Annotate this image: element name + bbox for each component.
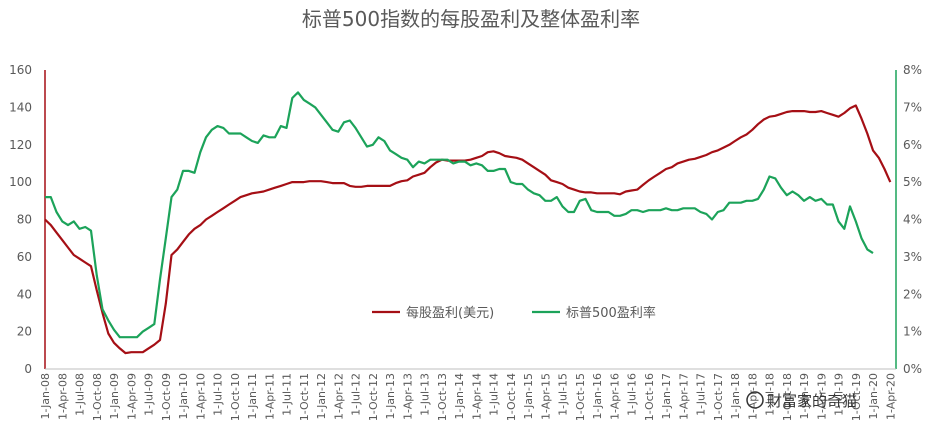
- y2-tick-label: 4%: [903, 213, 922, 227]
- x-tick-label: 1-Apr-09: [125, 373, 138, 420]
- x-tick-label: 1-Apr-16: [608, 373, 621, 420]
- y-tick-label: 0: [24, 362, 32, 376]
- x-tick-label: 1-Oct-13: [436, 373, 449, 421]
- y2-tick-label: 7%: [903, 100, 922, 114]
- x-tick-label: 1-Apr-08: [56, 373, 69, 420]
- y2-tick-label: 0%: [903, 362, 922, 376]
- x-tick-label: 1-Jul-17: [695, 373, 708, 416]
- x-tick-label: 1-Oct-16: [643, 373, 656, 421]
- x-tick-label: 1-Jul-16: [626, 373, 639, 416]
- x-tick-label: 1-Apr-13: [401, 373, 414, 420]
- series-line-2: [45, 91, 874, 339]
- y-tick-label: 100: [9, 175, 32, 189]
- x-tick-label: 1-Jan-19: [798, 373, 811, 420]
- x-tick-label: 1-Oct-18: [781, 373, 794, 421]
- x-tick-label: 1-Oct-14: [505, 373, 518, 421]
- y2-tick-label: 2%: [903, 287, 922, 301]
- x-tick-label: 1-Oct-08: [91, 373, 104, 421]
- x-tick-label: 1-Jul-18: [764, 373, 777, 416]
- x-tick-label: 1-Jul-09: [143, 373, 156, 416]
- chart-title: 标普500指数的每股盈利及整体盈利率: [302, 7, 640, 31]
- axes: 0 20 40 60 80 100 120 140 160 0% 1% 2% 3% 4% 5% 6% 7% 8% 1…: [9, 63, 922, 421]
- x-tick-label: 1-Jan-14: [453, 373, 466, 420]
- x-tick-label: 1-Jan-10: [177, 373, 190, 420]
- y-tick-label: 160: [9, 63, 32, 77]
- watermark-icon: [746, 391, 764, 409]
- watermark-text: 财富家的奇猫: [767, 392, 857, 410]
- x-tick-label: 1-Jul-14: [488, 373, 501, 416]
- x-tick-label: 1-Apr-20: [884, 373, 897, 420]
- x-tick-label: 1-Apr-12: [332, 373, 345, 420]
- legend-label-1: 每股盈利(美元): [406, 305, 494, 321]
- x-tick-label: 1-Oct-09: [160, 373, 173, 421]
- x-tick-label: 1-Oct-12: [367, 373, 380, 421]
- x-tick-label: 1-Apr-14: [470, 373, 483, 420]
- x-tick-label: 1-Jul-12: [350, 373, 363, 416]
- y2-tick-label: 5%: [903, 175, 922, 189]
- x-tick-label: 1-Jan-20: [867, 373, 880, 420]
- legend-label-2: 标普500盈利率: [566, 305, 656, 321]
- x-tick-label: 1-Jul-15: [557, 373, 570, 416]
- x-tick-label: 1-Apr-10: [194, 373, 207, 420]
- x-tick-label: 1-Jul-08: [74, 373, 87, 416]
- x-tick-label: 1-Apr-15: [539, 373, 552, 420]
- y-tick-label: 140: [9, 100, 32, 114]
- series-lines: [44, 91, 892, 355]
- x-tick-label: 1-Jan-13: [384, 373, 397, 420]
- y2-tick-label: 1%: [903, 325, 922, 339]
- x-tick-label: 1-Oct-17: [712, 373, 725, 421]
- y-tick-label: 60: [17, 250, 32, 264]
- y-tick-label: 20: [17, 325, 32, 339]
- legend: 每股盈利(美元) 标普500盈利率: [372, 305, 656, 321]
- y-tick-label: 120: [9, 138, 32, 152]
- x-tick-label: 1-Jul-11: [281, 373, 294, 416]
- x-tick-label: 1-Jul-19: [833, 373, 846, 416]
- x-tick-label: 1-Jan-12: [315, 373, 328, 420]
- y-tick-label: 80: [17, 213, 32, 227]
- x-tick-label: 1-Jan-08: [39, 373, 52, 420]
- watermark: 财富家的奇猫: [746, 391, 857, 410]
- x-tick-label: 1-Jan-09: [108, 373, 121, 420]
- x-tick-label: 1-Oct-15: [574, 373, 587, 421]
- series-line-1: [44, 104, 892, 355]
- x-tick-label: 1-Jan-16: [591, 373, 604, 420]
- x-tick-label: 1-Jul-13: [419, 373, 432, 416]
- x-tick-label: 1-Apr-19: [815, 373, 828, 420]
- x-tick-label: 1-Apr-11: [263, 373, 276, 420]
- x-tick-label: 1-Oct-19: [850, 373, 863, 421]
- x-tick-label: 1-Jul-10: [212, 373, 225, 416]
- x-tick-label: 1-Jan-15: [522, 373, 535, 420]
- x-tick-label: 1-Oct-11: [298, 373, 311, 421]
- x-tick-label: 1-Oct-10: [229, 373, 242, 421]
- y2-tick-label: 6%: [903, 138, 922, 152]
- y-tick-label: 40: [17, 287, 32, 301]
- y2-tick-label: 3%: [903, 250, 922, 264]
- x-tick-label: 1-Jan-18: [729, 373, 742, 420]
- x-tick-label: 1-Apr-17: [677, 373, 690, 420]
- y2-tick-label: 8%: [903, 63, 922, 77]
- x-tick-label: 1-Jan-17: [660, 373, 673, 420]
- x-tick-label: 1-Jan-11: [246, 373, 259, 420]
